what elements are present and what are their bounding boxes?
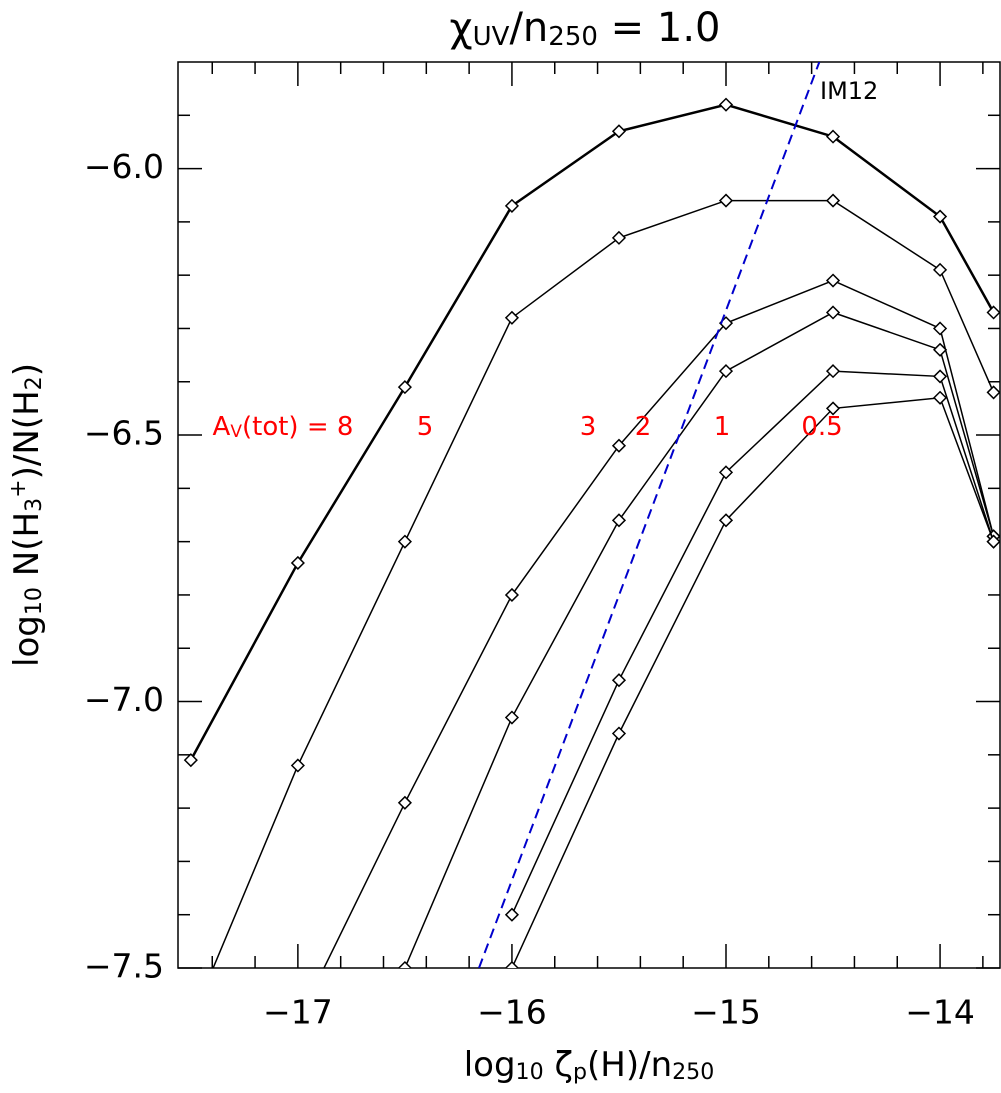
annotation: 0.5 — [801, 412, 842, 442]
point-marker — [718, 465, 734, 480]
point-marker — [611, 230, 627, 245]
point-marker — [718, 513, 734, 528]
point-marker — [933, 342, 948, 357]
point-marker — [504, 198, 519, 213]
y-axis-label-part: ) — [7, 363, 47, 376]
point-marker — [933, 369, 948, 384]
x-tick-label: −17 — [263, 993, 333, 1032]
point-marker — [825, 193, 841, 208]
point-marker — [504, 310, 519, 325]
y-tick-label: −6.5 — [84, 414, 164, 453]
plot-area — [183, 62, 1000, 1027]
annotation-part: A — [213, 412, 231, 442]
point-marker — [986, 385, 1000, 400]
point-marker — [825, 273, 841, 288]
point-marker — [611, 673, 627, 688]
y-axis-label-part: )/N(H — [7, 390, 47, 479]
annotation: 3 — [580, 412, 597, 442]
point-marker — [504, 587, 519, 603]
x-axis-label: log10 ζp(H)/n250 — [464, 1045, 715, 1086]
y-tick-label: −7.0 — [84, 680, 164, 719]
point-marker — [290, 555, 305, 571]
reference-line — [478, 62, 821, 968]
annotation-part: 2 — [635, 412, 652, 442]
annotation-part: (tot) = 8 — [242, 412, 353, 442]
point-marker — [611, 124, 627, 139]
point-marker — [825, 401, 841, 416]
point-marker — [825, 305, 841, 320]
point-marker — [986, 534, 1000, 549]
point-marker — [290, 758, 305, 773]
point-marker — [397, 380, 412, 395]
point-marker — [397, 795, 412, 810]
chart-title-part: /n — [509, 5, 548, 51]
x-axis-label-part: p — [573, 1059, 587, 1085]
y-axis-label: log10 N(H3+)/N(H2) — [5, 363, 47, 667]
point-marker — [933, 321, 948, 336]
x-axis-label-part: ζ — [544, 1045, 573, 1085]
annotation-part: 3 — [580, 412, 597, 442]
point-marker — [718, 193, 734, 208]
x-axis-label-part: 10 — [516, 1059, 544, 1085]
y-axis-label-part: 2 — [21, 376, 47, 390]
point-marker — [718, 97, 734, 112]
point-marker — [397, 534, 412, 549]
chart-title: χUV/n250 = 1.0 — [450, 5, 721, 52]
x-axis-label-part: log — [464, 1045, 516, 1085]
x-tick-label: −14 — [905, 993, 975, 1032]
point-marker — [504, 710, 519, 725]
y-tick-label: −7.5 — [84, 947, 164, 986]
point-marker — [611, 513, 627, 528]
point-marker — [504, 907, 519, 922]
point-marker — [825, 129, 841, 144]
annotation: 1 — [714, 412, 731, 442]
y-axis-label-part: 3 — [21, 498, 47, 512]
chart-title-part: 250 — [548, 22, 598, 52]
point-marker — [183, 753, 198, 768]
point-marker — [185, 1015, 197, 1027]
y-axis-label-part: log — [7, 615, 47, 667]
y-axis-label-part: 10 — [21, 587, 47, 615]
point-marker — [825, 364, 841, 379]
annotation-part: 5 — [417, 412, 434, 442]
point-marker — [397, 960, 412, 968]
annotation: 2 — [635, 412, 652, 442]
annotation-part: V — [230, 422, 242, 442]
y-axis-label-part: N(H — [7, 512, 47, 587]
series-line — [511, 396, 995, 968]
point-marker — [933, 209, 948, 224]
point-marker — [718, 364, 734, 379]
y-axis-label-part: + — [5, 479, 31, 498]
chart-title-part: UV — [473, 22, 510, 52]
x-tick-label: −15 — [691, 993, 761, 1032]
y-tick-label: −6.0 — [84, 147, 164, 186]
chart-title-part: χ — [450, 5, 473, 51]
point-marker — [611, 726, 627, 741]
series-line — [323, 279, 995, 968]
annotation-part: 0.5 — [801, 412, 842, 442]
point-marker — [986, 305, 1000, 320]
annotation: AV(tot) = 8 — [213, 412, 354, 443]
point-marker — [933, 262, 948, 277]
point-marker — [504, 960, 519, 968]
x-axis-label-part: 250 — [672, 1059, 714, 1085]
plot-frame — [177, 61, 1001, 969]
series-line — [404, 311, 995, 968]
x-tick-label: −16 — [477, 993, 547, 1032]
reference-label: IM12 — [820, 77, 878, 105]
point-marker — [611, 438, 627, 453]
x-axis-label-part: (H)/n — [587, 1045, 672, 1085]
series-line — [212, 199, 995, 968]
annotation: 5 — [417, 412, 434, 442]
chart-title-part: = 1.0 — [598, 5, 721, 51]
point-marker — [933, 390, 948, 405]
annotation-part: 1 — [714, 412, 731, 442]
series-line — [511, 370, 995, 916]
